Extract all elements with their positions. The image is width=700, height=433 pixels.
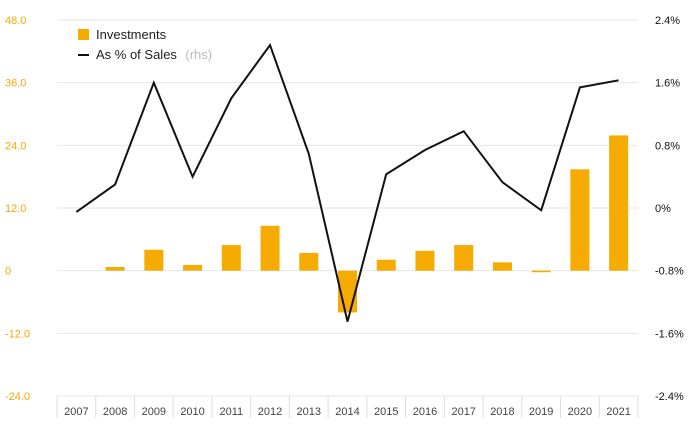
gridlines [56, 19, 639, 418]
right-tick-label: 2.4% [655, 15, 680, 27]
left-tick-label: -12.0 [5, 328, 30, 340]
sales-pct-polyline [75, 42, 619, 322]
x-tick-label: 2011 [219, 406, 243, 418]
legend-swatch-investments [78, 29, 89, 40]
investment-bar [376, 259, 396, 271]
investment-bar [570, 169, 590, 271]
x-tick-label: 2017 [451, 406, 475, 418]
right-tick-label: -2.4% [655, 391, 684, 403]
legend-label-sales-pct-text: As % of Sales [96, 47, 177, 62]
investment-bar [144, 249, 164, 271]
x-tick-label: 2014 [335, 406, 359, 418]
x-tick-label: 2007 [64, 406, 88, 418]
legend: Investments As % of Sales (rhs) [78, 27, 212, 63]
x-tick-label: 2021 [606, 406, 630, 418]
legend-label-sales-pct: As % of Sales (rhs) [96, 46, 212, 63]
x-tick-label: 2018 [490, 406, 514, 418]
x-tick-label: 2009 [142, 406, 166, 418]
right-tick-label: 1.6% [655, 78, 680, 90]
x-tick-label: 2019 [529, 406, 553, 418]
right-tick-label: 0% [655, 203, 671, 215]
investment-bar [609, 135, 629, 271]
x-tick-label: 2020 [568, 406, 592, 418]
left-tick-label: 48.0 [5, 15, 26, 27]
x-tick-label: 2015 [374, 406, 398, 418]
investment-bar [183, 264, 203, 271]
x-tick-label: 2008 [103, 406, 127, 418]
investment-bar [415, 250, 435, 271]
investment-bar [260, 225, 280, 271]
left-tick-label: 0 [5, 266, 11, 278]
investment-bar [105, 267, 125, 271]
x-axis: 2007 2008 2009 2010 2011 2012 2013 2014 2015 2016… [64, 406, 631, 418]
left-tick-label: 12.0 [5, 203, 26, 215]
investment-bars [105, 135, 629, 313]
legend-label-sales-pct-suffix: (rhs) [185, 47, 212, 62]
x-tick-label: 2012 [258, 406, 282, 418]
right-tick-label: 0.8% [655, 140, 680, 152]
right-tick-label: -1.6% [655, 328, 684, 340]
right-tick-label: -0.8% [655, 266, 684, 278]
left-tick-label: 36.0 [5, 78, 26, 90]
x-tick-label: 2013 [297, 406, 321, 418]
investment-bar [454, 245, 474, 271]
sales-pct-line [75, 42, 619, 322]
legend-label-investments: Investments [96, 27, 167, 42]
left-axis: -24.0 -12.0 0 12.0 24.0 36.0 48.0 [5, 15, 30, 403]
right-axis: -2.4% -1.6% -0.8% 0% 0.8% 1.6% 2.4% [655, 15, 684, 403]
investment-bar [492, 262, 512, 271]
investment-bar [221, 245, 241, 271]
left-tick-label: -24.0 [5, 391, 30, 403]
x-tick-label: 2010 [180, 406, 204, 418]
investment-bar [531, 270, 551, 273]
left-tick-label: 24.0 [5, 140, 26, 152]
investment-bar [299, 252, 319, 271]
x-tick-label: 2016 [413, 406, 437, 418]
